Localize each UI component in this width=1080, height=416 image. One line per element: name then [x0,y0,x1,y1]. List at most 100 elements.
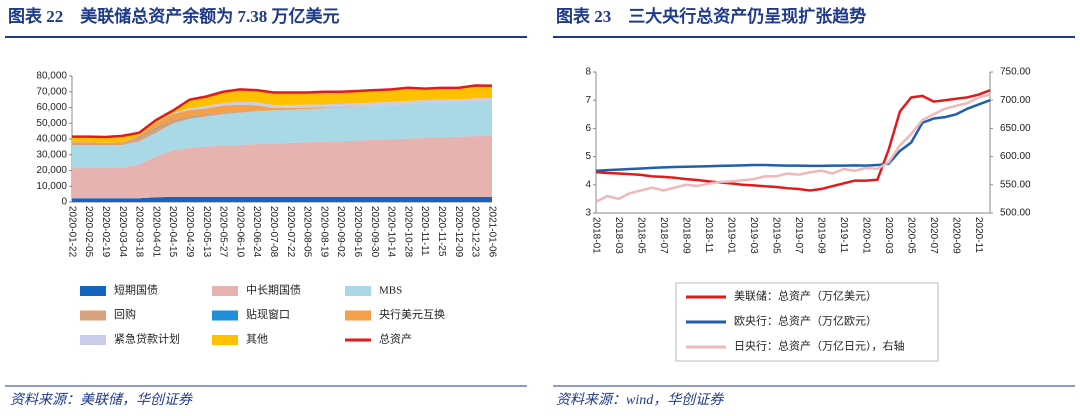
x-tick-label: 2019-05 [770,217,781,254]
legend-label: 欧央行：总资产（万亿欧元） [734,314,877,328]
area [72,97,492,143]
x-tick-label: 2020-02-19 [100,206,111,258]
x-tick-label: 2020-04-15 [167,206,178,258]
chart-title: 图表 23 三大央行总资产仍呈现扩张趋势 [556,6,866,26]
x-tick-label: 2020-07 [928,217,939,254]
y-tick-label: 5 [585,151,591,162]
y-tick-label: 0 [61,197,67,208]
area [72,101,492,169]
x-tick-label: 2020-05-27 [218,206,229,258]
y-tick-label: 500.00 [1000,208,1031,219]
legend-swatch [345,310,371,321]
legend-label: 日央行：总资产（万亿日元），右轴 [734,339,905,353]
x-tick-label: 2020-10-14 [386,206,397,258]
x-tick-label: 2020-07-08 [268,206,279,258]
y-tick-label: 70,000 [36,86,67,97]
y-tick-label: 50,000 [36,118,67,129]
x-tick-label: 2020-02-05 [83,206,94,258]
legend-swatch [212,310,238,321]
y-tick-label: 60,000 [36,102,67,113]
y-tick-label: 3 [585,208,591,219]
x-tick-label: 2020-04-01 [150,206,161,258]
x-tick-label: 2020-07-22 [285,206,296,258]
y-tick-label: 550.00 [1000,179,1031,190]
y-tick-label: 700.00 [1000,95,1031,106]
x-tick-label: 2020-11 [973,217,984,253]
y-tick-label: 6 [585,123,591,134]
legend-label: 紧急贷款计划 [114,332,180,346]
y-tick-label: 80,000 [36,71,67,82]
x-tick-label: 2020-12-23 [470,206,481,258]
legend-swatch [80,286,106,296]
legend-label: 中长期国债 [246,283,301,297]
legend-label: 回购 [114,307,136,321]
x-tick-label: 2018-03 [613,217,624,254]
x-tick-label: 2019-09 [816,217,827,254]
x-tick-label: 2020-03-04 [117,206,128,258]
x-tick-label: 2020-01 [861,217,872,254]
y-tick-label: 10,000 [36,181,67,192]
legend-swatch [80,335,106,345]
x-tick-label: 2018-01 [590,217,601,254]
x-tick-label: 2020-06-10 [234,206,245,258]
x-tick-label: 2020-03 [883,217,894,254]
source: 资料来源：wind，华创证券 [556,392,724,408]
y-tick-label: 650.00 [1000,123,1031,134]
y-tick-label: 600.00 [1000,151,1031,162]
legend-label: 短期国债 [114,283,158,297]
y-tick-label: 40,000 [36,134,67,145]
x-tick-label: 2020-05 [906,217,917,254]
legend-label: 贴现窗口 [246,307,290,321]
area [72,135,492,199]
x-tick-label: 2020-01-22 [66,206,77,258]
source: 资料来源：美联储，华创证券 [10,392,193,408]
line [595,99,991,172]
legend-label: 央行美元互换 [379,307,445,321]
x-tick-label: 2018-09 [680,217,691,254]
legend-swatch [212,286,238,296]
x-tick-label: 2018-05 [635,217,646,254]
legend-label: MBS [379,285,402,297]
y-tick-label: 4 [585,179,591,190]
legend-box [675,282,939,362]
x-tick-label: 2020-05-13 [201,206,212,258]
y-tick-label: 750.00 [1000,67,1031,78]
area [72,85,492,143]
chart-title: 图表 22 美联储总资产余额为 7.38 万亿美元 [8,6,340,26]
x-tick-label: 2020-11-11 [419,206,430,256]
y-tick-label: 7 [585,95,591,106]
legend-swatch [345,286,371,296]
x-tick-label: 2020-10-28 [402,206,413,258]
x-tick-label: 2020-09-30 [369,206,380,258]
legend-label: 美联储：总资产（万亿美元） [734,289,877,303]
x-tick-label: 2020-08-19 [318,206,329,258]
x-tick-label: 2019-11 [838,217,849,253]
x-tick-label: 2020-12-09 [453,206,464,258]
x-tick-label: 2019-01 [725,217,736,254]
line [595,93,991,203]
y-tick-label: 20,000 [36,165,67,176]
legend-label: 其他 [246,333,268,346]
x-tick-label: 2018-07 [658,217,669,254]
line [595,89,991,192]
line [72,84,493,139]
y-tick-label: 30,000 [36,149,67,160]
area [72,196,492,202]
x-tick-label: 2020-11-25 [436,206,447,257]
x-tick-label: 2020-08-05 [302,206,313,258]
x-tick-label: 2020-09 [951,217,962,254]
x-tick-label: 2020-09-16 [352,206,363,258]
x-tick-label: 2021-01-06 [486,206,497,258]
x-tick-label: 2020-03-18 [134,206,145,258]
x-tick-label: 2019-07 [793,217,804,254]
x-tick-label: 2020-09-02 [335,206,346,258]
legend-label: 总资产 [379,332,412,346]
x-tick-label: 2020-04-29 [184,206,195,258]
y-tick-label: 8 [585,67,591,78]
x-tick-label: 2018-11 [703,217,714,253]
x-tick-label: 2019-03 [748,217,759,254]
area [72,100,492,143]
legend-swatch [80,310,106,321]
legend-swatch [212,335,238,345]
